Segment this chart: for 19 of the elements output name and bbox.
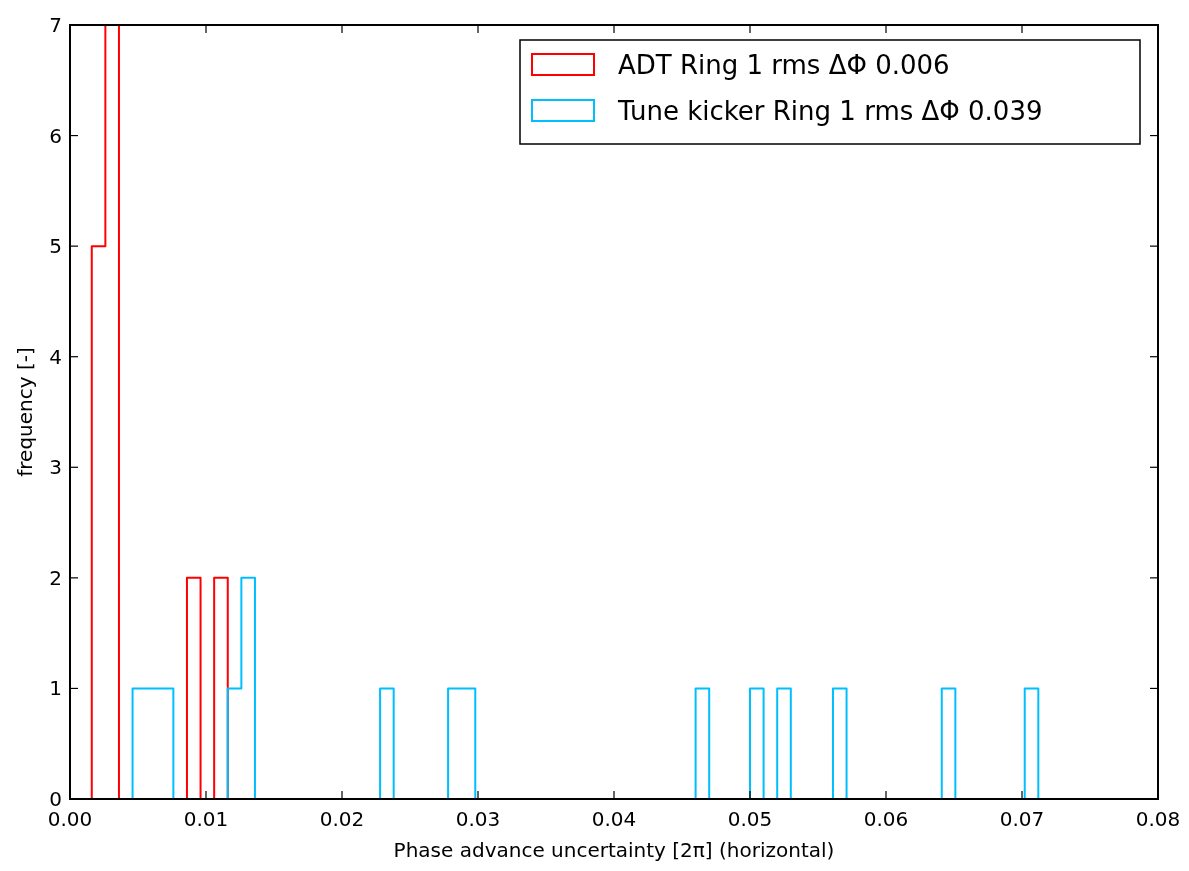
x-tick-label: 0.08 <box>1135 807 1181 831</box>
x-tick-label: 0.01 <box>183 807 229 831</box>
x-tick-label: 0.07 <box>999 807 1045 831</box>
y-tick-label: 7 <box>49 13 62 37</box>
y-tick-label: 4 <box>49 344 62 369</box>
x-tick-label: 0.02 <box>319 807 365 831</box>
x-tick-label: 0.06 <box>863 807 909 831</box>
x-tick-label: 0.03 <box>455 807 501 831</box>
legend-label: Tune kicker Ring 1 rms ΔΦ 0.039 <box>617 96 1043 127</box>
x-tick-label: 0.05 <box>727 807 773 831</box>
legend-label: ADT Ring 1 rms ΔΦ 0.006 <box>618 50 950 81</box>
y-tick-label: 5 <box>49 234 62 259</box>
x-axis-title: Phase advance uncertainty [2π] (horizontal) <box>393 838 835 862</box>
y-tick-label: 1 <box>49 676 62 701</box>
y-tick-label: 6 <box>49 123 62 148</box>
y-tick-label: 3 <box>49 455 62 480</box>
y-tick-label: 2 <box>49 565 62 590</box>
y-axis-title: frequency [-] <box>13 347 37 477</box>
x-tick-label: 0.04 <box>591 807 637 831</box>
